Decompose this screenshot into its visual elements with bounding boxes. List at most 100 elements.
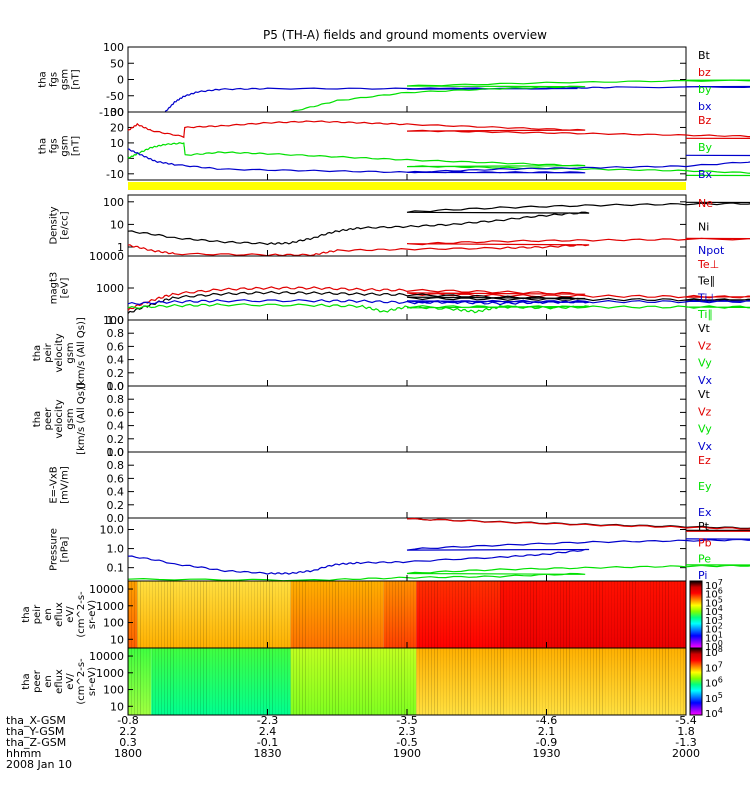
- spectrogram-streak: [635, 581, 636, 648]
- spectrogram-segment: [383, 581, 417, 648]
- y-axis-label: eV/: [65, 606, 76, 623]
- spectrogram-streak: [551, 648, 552, 715]
- y-tick-label: 0.6: [107, 472, 125, 485]
- spectrogram-streak: [365, 581, 366, 648]
- spectrogram-streak: [233, 648, 234, 715]
- spectrogram-streak: [494, 581, 495, 648]
- y-axis-label: tha: [32, 411, 43, 427]
- y-axis-label: [km/s (All Qs)]: [76, 317, 87, 389]
- spectrogram-streak: [476, 581, 477, 648]
- legend-Te⊥: Te⊥: [697, 258, 719, 271]
- spectrogram-streak: [242, 581, 243, 648]
- colorbar: [689, 647, 703, 716]
- spectrogram-streak: [338, 581, 339, 648]
- spectrogram-streak: [152, 581, 153, 648]
- y-tick-label: 1.0: [107, 543, 125, 556]
- spectrogram-streak: [446, 581, 447, 648]
- spectrogram-streak: [389, 648, 390, 715]
- spectrogram-streak: [293, 581, 294, 648]
- y-tick-label: 100: [103, 314, 124, 327]
- spectrogram-streak: [299, 648, 300, 715]
- spectrogram-streak: [659, 581, 660, 648]
- spectrogram-streak: [614, 581, 615, 648]
- time-row-value: 1930: [533, 747, 561, 760]
- spectrogram-streak: [443, 648, 444, 715]
- time-row-value: -1.3: [675, 736, 696, 749]
- spectrogram-streak: [461, 581, 462, 648]
- y-tick-label: 100: [103, 617, 124, 630]
- spectrogram-streak: [299, 581, 300, 648]
- spectrogram-streak: [146, 648, 147, 715]
- spectrogram-streak: [509, 581, 510, 648]
- spectrogram-streak: [296, 581, 297, 648]
- spectrogram-streak: [197, 581, 198, 648]
- y-axis-label: eflux: [54, 602, 65, 627]
- spectrogram-streak: [644, 648, 645, 715]
- spectrogram-streak: [440, 648, 441, 715]
- y-axis-label: gsm: [60, 135, 71, 156]
- spectrogram-streak: [260, 581, 261, 648]
- spectrogram-streak: [191, 648, 192, 715]
- spectrogram-streak: [470, 648, 471, 715]
- series-Bz-line: [127, 120, 750, 140]
- y-tick-label: 0.4: [107, 420, 125, 433]
- spectrogram-streak: [506, 648, 507, 715]
- spectrogram-streak: [293, 648, 294, 715]
- spectrogram-streak: [197, 648, 198, 715]
- spectrogram-streak: [209, 648, 210, 715]
- y-tick-label: -50: [106, 90, 124, 103]
- spectrogram-streak: [473, 581, 474, 648]
- spectrogram-streak: [629, 648, 630, 715]
- spectrogram-streak: [290, 581, 291, 648]
- spectrogram-streak: [464, 648, 465, 715]
- spectrogram-streak: [335, 648, 336, 715]
- spectrogram-streak: [257, 581, 258, 648]
- spectrogram-streak: [476, 648, 477, 715]
- spectrogram-streak: [677, 648, 678, 715]
- colorbar: [689, 580, 703, 649]
- spectrogram-streak: [317, 648, 318, 715]
- spectrogram-streak: [149, 581, 150, 648]
- spectrogram-streak: [248, 648, 249, 715]
- spectrogram-streak: [248, 581, 249, 648]
- spectrogram-streak: [650, 581, 651, 648]
- spectrogram-streak: [524, 648, 525, 715]
- spectrogram-streak: [668, 648, 669, 715]
- legend-Bx: Bx: [698, 168, 713, 181]
- spectrogram-streak: [674, 648, 675, 715]
- spectrogram-streak: [443, 581, 444, 648]
- spectrogram-streak: [266, 648, 267, 715]
- panel-3: Density [e/cc]: [49, 194, 750, 257]
- spectrogram-streak: [344, 581, 345, 648]
- spectrogram-streak: [629, 581, 630, 648]
- spectrogram-streak: [680, 581, 681, 648]
- y-tick-label: 10000: [89, 583, 124, 596]
- y-tick-label: 0.8: [107, 393, 125, 406]
- spectrogram-streak: [449, 648, 450, 715]
- spectrogram-streak: [458, 648, 459, 715]
- spectrogram-streak: [284, 648, 285, 715]
- legend-Vt: Vt: [698, 322, 711, 335]
- spectrogram-streak: [380, 648, 381, 715]
- spectrogram-streak: [353, 581, 354, 648]
- spectrogram-streak: [161, 648, 162, 715]
- y-tick-label: 0.0: [107, 512, 125, 525]
- spectrogram-streak: [296, 648, 297, 715]
- spectrogram-streak: [335, 581, 336, 648]
- spectrogram-streak: [578, 581, 579, 648]
- y-axis-label: velocity: [54, 399, 65, 438]
- colorbar-label: 106: [705, 587, 723, 601]
- y-axis-label: en: [43, 608, 54, 621]
- spectrogram-streak: [596, 581, 597, 648]
- spectrogram-streak: [245, 648, 246, 715]
- y-axis-label: peir: [32, 604, 43, 624]
- spectrogram-streak: [410, 648, 411, 715]
- colorbar-label: 101: [705, 630, 723, 644]
- spectrogram-streak: [287, 581, 288, 648]
- spectrogram-streak: [623, 648, 624, 715]
- y-tick-label: -10: [106, 168, 124, 181]
- spectrogram-streak: [347, 648, 348, 715]
- spectrogram-streak: [377, 581, 378, 648]
- time-row-value: -0.9: [536, 736, 557, 749]
- spectrogram-streak: [224, 581, 225, 648]
